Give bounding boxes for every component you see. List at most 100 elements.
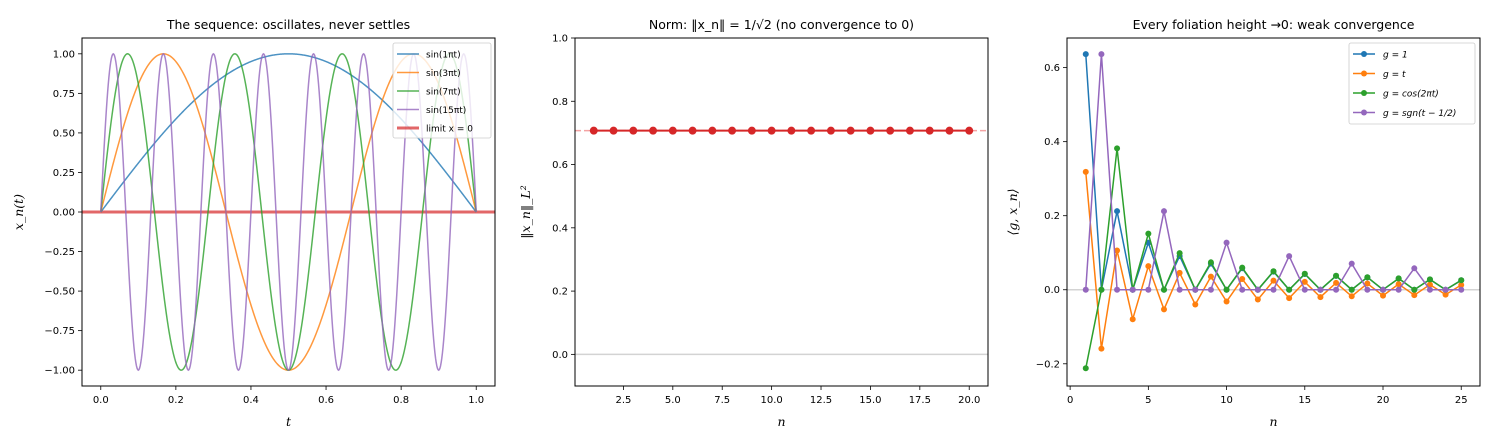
x-tick-label: 0 [1067, 395, 1073, 406]
data-point [866, 126, 875, 135]
data-point [1348, 293, 1355, 300]
data-point [1395, 275, 1402, 282]
x-axis-ticks: 0.0 0.2 0.4 0.6 0.8 1.0 [93, 386, 484, 406]
data-point [1082, 51, 1089, 58]
chart-sequence-panel: The sequence: oscillates, never settles … [11, 17, 496, 429]
data-point [1207, 259, 1214, 266]
series-line [1085, 148, 1462, 369]
plot-area [82, 52, 495, 372]
legend-label: g = cos(2πt) [1383, 90, 1439, 100]
data-point [1223, 298, 1230, 305]
data-point [1301, 286, 1308, 293]
x-tick-label: 10 [1220, 395, 1233, 406]
data-point [1176, 269, 1183, 276]
data-point [1286, 295, 1293, 302]
plot-frame [574, 37, 989, 387]
data-point [1223, 239, 1230, 246]
y-tick-label: 0.00 [53, 208, 75, 219]
data-point [1458, 277, 1465, 284]
data-point [1301, 270, 1308, 277]
data-point [1348, 286, 1355, 293]
data-point [1317, 286, 1324, 293]
plot-area [1067, 51, 1480, 372]
legend-marker [1361, 70, 1367, 77]
y-tick-label: 0.4 [1044, 137, 1060, 148]
y-tick-label: 0.6 [1044, 63, 1060, 74]
data-point [1239, 264, 1246, 271]
data-point [1082, 286, 1089, 293]
y-tick-label: 0.0 [552, 350, 568, 361]
data-point [1114, 247, 1121, 254]
data-point [1082, 168, 1089, 175]
data-point [1333, 272, 1340, 279]
data-point [1286, 253, 1293, 260]
data-point [1364, 274, 1371, 281]
y-tick-label: −0.50 [44, 287, 75, 298]
legend-label: g = sgn(t − 1/2) [1383, 109, 1456, 119]
data-point [629, 126, 638, 135]
y-tick-label: 0.2 [552, 287, 568, 298]
x-tick-label: 10.0 [760, 395, 782, 406]
data-point [1192, 301, 1199, 308]
chart-title: Norm: ‖x_n‖ = 1/√2 (no convergence to 0) [649, 17, 914, 32]
y-tick-label: 0.6 [552, 160, 568, 171]
data-point [1442, 291, 1449, 298]
data-point [1223, 286, 1230, 293]
legend-label: sin(7πt) [426, 88, 461, 98]
y-tick-label: 0.0 [1044, 285, 1060, 296]
x-axis-ticks: 2.5 5.0 7.5 10.0 12.5 15.0 17.5 20.0 [615, 386, 980, 406]
y-axis-label: x_n(t) [11, 194, 26, 230]
x-tick-label: 20.0 [958, 395, 980, 406]
y-tick-label: −0.2 [1036, 359, 1060, 370]
legend-marker [1361, 51, 1367, 57]
y-tick-label: 1.0 [552, 34, 568, 45]
legend: sin(1πt) sin(3πt) sin(7πt) sin(15πt) limit x… [392, 42, 492, 139]
data-point [1254, 296, 1261, 303]
y-axis-label: ⟨g, x_n⟩ [1005, 188, 1020, 235]
y-tick-label: 0.25 [53, 168, 75, 179]
legend-marker [1361, 109, 1367, 116]
data-point [1395, 286, 1402, 293]
data-point [728, 126, 737, 135]
data-point [886, 126, 895, 135]
data-point [1426, 281, 1433, 288]
data-point [1270, 277, 1277, 284]
y-tick-label: −0.25 [44, 247, 75, 258]
x-tick-label: 20 [1377, 395, 1390, 406]
x-tick-label: 7.5 [714, 395, 730, 406]
x-tick-label: 5.0 [665, 395, 681, 406]
x-tick-label: 2.5 [615, 395, 631, 406]
data-point [1145, 263, 1152, 270]
x-tick-label: 5 [1145, 395, 1151, 406]
data-point [688, 126, 697, 135]
data-point [1160, 286, 1167, 293]
y-axis-ticks: −0.2 0.0 0.2 0.4 0.6 [1036, 63, 1067, 370]
data-point [1239, 286, 1246, 293]
data-point [807, 126, 816, 135]
y-axis-label: ‖x_n‖_L² [518, 185, 533, 238]
data-point [1114, 286, 1121, 293]
data-point [668, 126, 677, 135]
x-axis-label: n [1269, 414, 1277, 429]
data-point [1145, 286, 1152, 293]
legend-marker [1361, 90, 1367, 96]
data-point [1098, 345, 1105, 352]
data-point [1458, 286, 1465, 293]
y-tick-label: −1.00 [44, 366, 75, 377]
data-point [1380, 292, 1387, 299]
chart-title: Every foliation height →0: weak converge… [1133, 17, 1415, 32]
data-point [1411, 286, 1418, 293]
data-point [1458, 282, 1465, 289]
plot-area [575, 126, 988, 356]
data-point [1380, 286, 1387, 293]
y-tick-label: 0.4 [552, 223, 568, 234]
data-point [965, 126, 974, 135]
data-point [1160, 208, 1167, 215]
y-tick-label: 0.2 [1044, 211, 1060, 222]
data-point [826, 126, 835, 135]
x-tick-label: 25 [1455, 395, 1468, 406]
data-point [1192, 286, 1199, 293]
data-point [1254, 286, 1261, 293]
data-point [846, 126, 855, 135]
